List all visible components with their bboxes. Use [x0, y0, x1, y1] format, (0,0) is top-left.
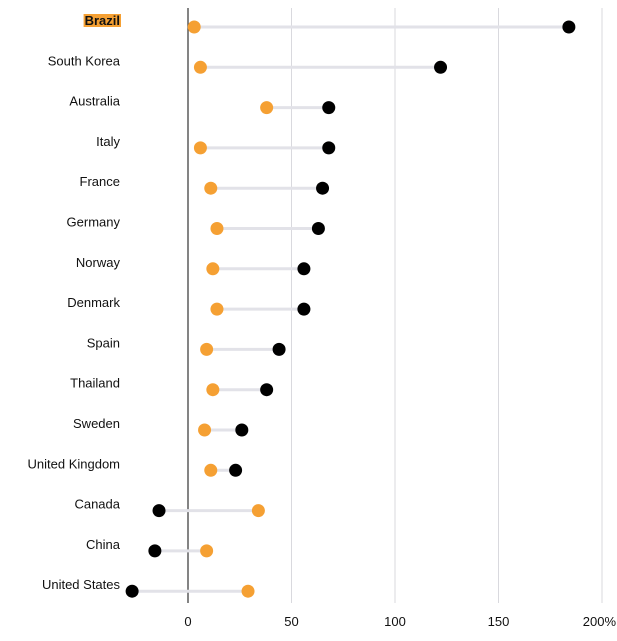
- point-orange: [206, 262, 220, 276]
- point-orange: [260, 101, 274, 115]
- category-label: Sweden: [73, 416, 120, 431]
- tick-layer: 0 50 100 150 200%: [184, 614, 616, 629]
- point-black: [148, 544, 162, 558]
- point-black: [297, 262, 311, 276]
- point-orange: [241, 584, 255, 598]
- point-orange: [204, 181, 218, 195]
- point-black: [152, 504, 166, 518]
- point-black: [125, 584, 139, 598]
- point-black: [311, 222, 325, 235]
- label-layer: Brazil South Korea Australia Italy France Ger…: [28, 13, 121, 592]
- category-label: China: [86, 537, 121, 552]
- category-label: Thailand: [70, 376, 120, 391]
- point-orange: [204, 463, 218, 477]
- point-orange: [200, 342, 214, 356]
- point-black: [260, 383, 274, 397]
- category-label: United Kingdom: [28, 456, 121, 471]
- highlight-background: [83, 14, 121, 27]
- point-orange: [210, 222, 224, 235]
- category-label: Germany: [67, 215, 121, 230]
- point-black: [297, 302, 311, 316]
- category-label: United States: [42, 577, 121, 592]
- category-label: South Korea: [48, 53, 121, 68]
- point-orange: [193, 141, 207, 155]
- category-label: Norway: [76, 255, 121, 270]
- point-orange: [198, 423, 212, 437]
- x-tick-label: 0: [184, 614, 191, 629]
- point-layer: [125, 20, 576, 598]
- point-orange: [251, 504, 265, 518]
- point-black: [322, 141, 336, 155]
- point-black: [434, 60, 448, 74]
- point-orange: [193, 60, 207, 74]
- point-black: [316, 181, 330, 195]
- category-label: Spain: [87, 335, 120, 350]
- grid-layer: [187, 8, 603, 603]
- point-black: [562, 20, 576, 34]
- point-black: [229, 463, 243, 477]
- point-orange: [200, 544, 214, 558]
- category-label: France: [80, 174, 120, 189]
- point-black: [235, 423, 249, 437]
- x-tick-label: 50: [284, 614, 298, 629]
- x-tick-label: 200%: [583, 614, 617, 629]
- category-label: Denmark: [67, 295, 120, 310]
- point-black: [322, 101, 336, 115]
- category-label: Brazil: [85, 13, 120, 28]
- x-tick-label: 100: [384, 614, 406, 629]
- category-label: Italy: [96, 134, 120, 149]
- point-orange: [187, 20, 201, 34]
- category-label: Canada: [74, 497, 120, 512]
- x-tick-label: 150: [488, 614, 510, 629]
- category-label: Australia: [69, 94, 120, 109]
- point-black: [272, 342, 286, 356]
- point-orange: [206, 383, 220, 397]
- point-orange: [210, 302, 224, 316]
- connector-layer: [132, 25, 569, 593]
